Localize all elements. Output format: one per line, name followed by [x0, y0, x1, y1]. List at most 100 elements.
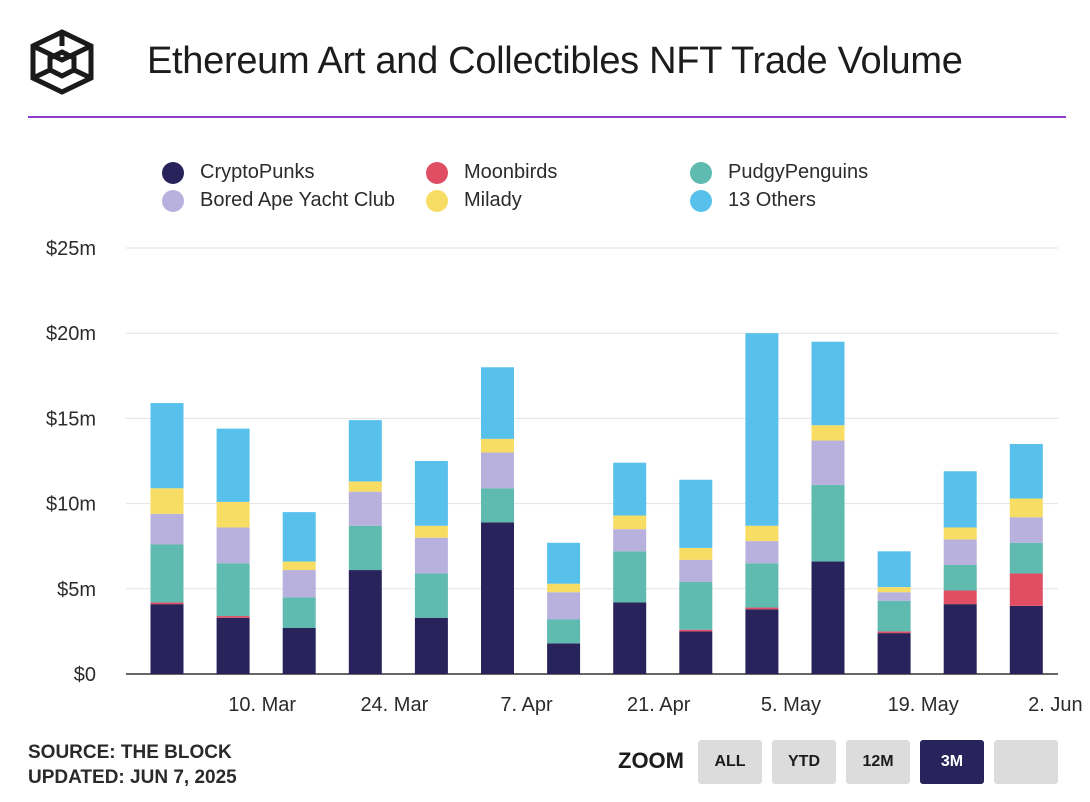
bar-segment-pudgypenguins[interactable] [216, 563, 250, 617]
bar-segment-cryptopunks[interactable] [481, 522, 514, 674]
bar-segment-cryptopunks[interactable] [414, 617, 448, 674]
zoom-extra-button[interactable] [994, 740, 1058, 784]
bar-segment-moonbirds[interactable] [877, 631, 911, 634]
bar-segment-13-others[interactable] [216, 428, 250, 502]
bar-segment-milady[interactable] [547, 583, 581, 593]
bar-segment-13-others[interactable] [745, 333, 779, 526]
bar-segment-pudgypenguins[interactable] [481, 488, 514, 523]
bar-segment-moonbirds[interactable] [943, 590, 977, 605]
bar-segment-milady[interactable] [348, 481, 382, 492]
y-tick-label: $5m [57, 579, 96, 601]
bar-segment-13-others[interactable] [547, 542, 581, 584]
bar-segment-cryptopunks[interactable] [943, 604, 977, 674]
x-tick-label: 2. Jun [1028, 694, 1082, 716]
legend-item-bored-ape-yacht-club[interactable]: Bored Ape Yacht Club [162, 189, 395, 212]
bar-segment-milady[interactable] [943, 527, 977, 540]
bar-segment-13-others[interactable] [811, 341, 845, 426]
bar-segment-bored-ape-yacht-club[interactable] [547, 592, 581, 620]
bar-segment-bored-ape-yacht-club[interactable] [811, 440, 845, 485]
bar-segment-pudgypenguins[interactable] [282, 597, 316, 628]
bar-segment-moonbirds[interactable] [150, 602, 184, 605]
bar-segment-milady[interactable] [414, 525, 448, 538]
bar-segment-pudgypenguins[interactable] [547, 619, 581, 644]
legend-swatch [690, 161, 712, 184]
bar-segment-cryptopunks[interactable] [547, 643, 581, 674]
zoom-all-button[interactable]: ALL [698, 740, 762, 784]
bar-segment-pudgypenguins[interactable] [679, 581, 713, 630]
bar-segment-bored-ape-yacht-club[interactable] [282, 570, 316, 598]
bar-segment-13-others[interactable] [877, 551, 911, 588]
legend-item-pudgypenguins[interactable]: PudgyPenguins [690, 161, 868, 184]
bar-segment-bored-ape-yacht-club[interactable] [481, 452, 514, 489]
bar-segment-milady[interactable] [150, 488, 184, 514]
bar-segment-13-others[interactable] [1009, 443, 1043, 499]
bar-segment-cryptopunks[interactable] [877, 633, 911, 674]
bar-segment-cryptopunks[interactable] [348, 570, 382, 674]
bar-segment-bored-ape-yacht-club[interactable] [348, 491, 382, 526]
zoom-3m-button[interactable]: 3M [920, 740, 984, 784]
legend-label: Moonbirds [464, 161, 558, 183]
zoom-ytd-button[interactable]: YTD [772, 740, 836, 784]
bar-segment-cryptopunks[interactable] [216, 617, 250, 674]
x-tick-label: 5. May [761, 694, 821, 716]
bar-segment-milady[interactable] [745, 525, 779, 542]
bar-segment-13-others[interactable] [414, 461, 448, 526]
bar-segment-bored-ape-yacht-club[interactable] [1009, 517, 1043, 543]
bar-segment-milady[interactable] [216, 501, 250, 528]
bar-segment-13-others[interactable] [348, 420, 382, 482]
y-tick-label: $25m [46, 238, 96, 260]
bar-segment-13-others[interactable] [481, 367, 514, 439]
legend-item-moonbirds[interactable]: Moonbirds [426, 161, 557, 184]
chart-legend: CryptoPunks Bored Ape Yacht Club Moonbirds… [0, 0, 1090, 230]
bar-segment-milady[interactable] [877, 587, 911, 593]
bar-segment-13-others[interactable] [150, 403, 184, 489]
bar-segment-bored-ape-yacht-club[interactable] [414, 537, 448, 574]
bar-segment-bored-ape-yacht-club[interactable] [877, 592, 911, 601]
bar-segment-pudgypenguins[interactable] [348, 525, 382, 571]
bar-segment-bored-ape-yacht-club[interactable] [150, 513, 184, 545]
bar-segment-bored-ape-yacht-club[interactable] [679, 559, 713, 582]
legend-swatch [426, 189, 448, 212]
bar-segment-13-others[interactable] [679, 479, 713, 548]
bar-segment-milady[interactable] [282, 561, 316, 571]
bar-segment-milady[interactable] [1009, 498, 1043, 518]
bar-segment-moonbirds[interactable] [745, 607, 779, 610]
bar-segment-milady[interactable] [613, 515, 647, 530]
chart-title: Ethereum Art and Collectibles NFT Trade … [147, 40, 963, 82]
bar-segment-pudgypenguins[interactable] [1009, 542, 1043, 574]
bar-segment-13-others[interactable] [613, 462, 647, 516]
bar-segment-pudgypenguins[interactable] [943, 564, 977, 591]
bar-segment-13-others[interactable] [943, 471, 977, 528]
legend-item-13-others[interactable]: 13 Others [690, 189, 816, 212]
bar-segment-moonbirds[interactable] [216, 616, 250, 618]
bar-segment-moonbirds[interactable] [1009, 573, 1043, 606]
title-divider [28, 116, 1066, 118]
bar-segment-13-others[interactable] [282, 512, 316, 562]
bar-segment-cryptopunks[interactable] [150, 604, 184, 674]
legend-item-cryptopunks[interactable]: CryptoPunks [162, 161, 315, 184]
bar-segment-pudgypenguins[interactable] [150, 544, 184, 603]
bar-segment-cryptopunks[interactable] [679, 631, 713, 674]
legend-item-milady[interactable]: Milady [426, 189, 522, 212]
bar-segment-moonbirds[interactable] [679, 629, 713, 632]
bar-segment-bored-ape-yacht-club[interactable] [613, 529, 647, 552]
bar-segment-bored-ape-yacht-club[interactable] [216, 527, 250, 564]
bar-segment-cryptopunks[interactable] [745, 609, 779, 674]
bar-segment-pudgypenguins[interactable] [877, 600, 911, 632]
zoom-12m-button[interactable]: 12M [846, 740, 910, 784]
bar-segment-cryptopunks[interactable] [811, 561, 845, 674]
bar-segment-milady[interactable] [811, 425, 845, 441]
bar-segment-cryptopunks[interactable] [282, 627, 316, 674]
bar-segment-cryptopunks[interactable] [613, 602, 647, 674]
bar-segment-pudgypenguins[interactable] [745, 563, 779, 608]
bar-segment-bored-ape-yacht-club[interactable] [943, 539, 977, 565]
bar-segment-cryptopunks[interactable] [1009, 605, 1043, 674]
bar-segment-pudgypenguins[interactable] [414, 573, 448, 618]
bar-segment-milady[interactable] [679, 547, 713, 560]
bar-segment-bored-ape-yacht-club[interactable] [745, 541, 779, 564]
bar-segment-pudgypenguins[interactable] [613, 551, 647, 603]
legend-swatch [162, 189, 184, 212]
legend-swatch [162, 161, 184, 184]
bar-segment-pudgypenguins[interactable] [811, 484, 845, 562]
bar-segment-milady[interactable] [481, 438, 514, 453]
